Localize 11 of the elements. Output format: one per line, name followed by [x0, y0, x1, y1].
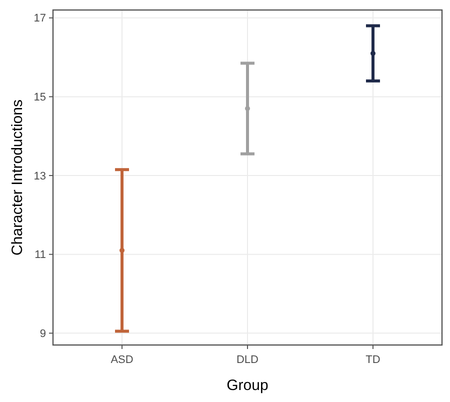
y-tick-label: 9 — [40, 328, 46, 340]
y-axis-title: Character Introductions — [9, 100, 26, 256]
x-axis-title: Group — [226, 377, 268, 394]
x-tick-label: DLD — [236, 354, 259, 366]
y-tick-label: 11 — [34, 249, 46, 262]
y-tick-label: 13 — [34, 170, 46, 182]
y-tick-label: 15 — [34, 92, 46, 104]
x-tick-label: ASD — [110, 354, 134, 366]
y-tick-label: 17 — [34, 12, 46, 25]
point — [370, 50, 376, 56]
x-tick-label: TD — [366, 354, 380, 366]
